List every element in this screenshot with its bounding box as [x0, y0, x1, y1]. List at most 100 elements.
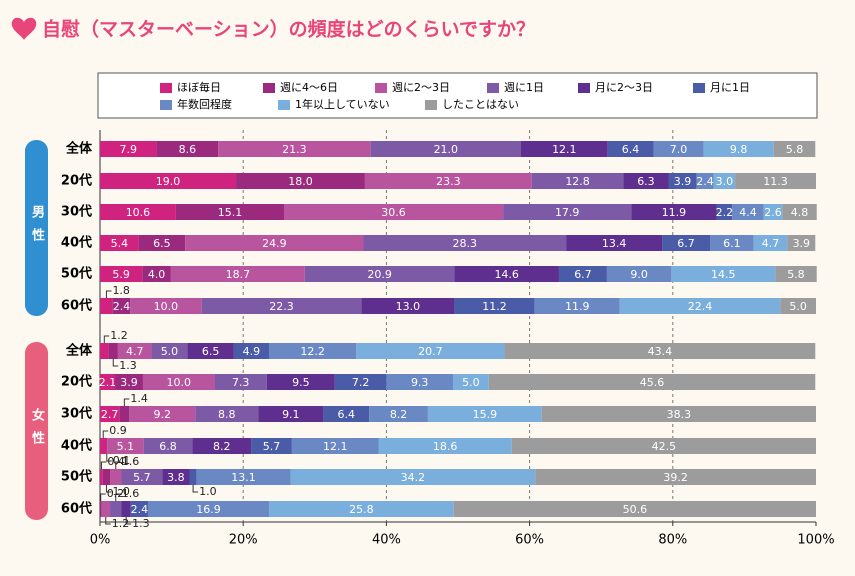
- data-label: 30.6: [381, 206, 406, 219]
- data-label: 6.4: [622, 143, 640, 156]
- leader-line: [192, 485, 199, 493]
- bar-segment: [356, 343, 505, 359]
- bar-segment: [773, 141, 816, 157]
- bar-segment: [503, 204, 632, 220]
- data-label: 24.9: [262, 237, 287, 250]
- data-label: 5.7: [263, 440, 281, 453]
- data-label: 5.0: [789, 300, 807, 313]
- data-label: 42.5: [652, 440, 677, 453]
- data-label: 14.5: [711, 268, 736, 281]
- data-label: 6.7: [574, 268, 592, 281]
- bar-segment: [119, 406, 130, 422]
- data-label: 4.7: [126, 345, 144, 358]
- bar-segment: [100, 235, 139, 251]
- data-label: 4.8: [791, 206, 809, 219]
- bar-segment: [100, 406, 120, 422]
- data-label: 8.6: [179, 143, 197, 156]
- data-label: 22.3: [269, 300, 294, 313]
- group-pill: [25, 140, 48, 316]
- bar-segment: [100, 298, 113, 314]
- leader-line: [115, 493, 121, 501]
- bar-segment: [138, 235, 186, 251]
- data-label: 9.0: [630, 268, 648, 281]
- bar-segment: [606, 266, 672, 282]
- data-label: 10.6: [126, 206, 151, 219]
- bar-segment: [130, 501, 148, 517]
- leader-line: [102, 430, 109, 438]
- bar-segment: [268, 501, 454, 517]
- bar-segment: [541, 406, 816, 422]
- leader-line: [105, 517, 111, 525]
- bar-segment: [100, 141, 157, 157]
- data-label: 1.2: [110, 329, 128, 342]
- bar-segment: [290, 469, 536, 485]
- data-label: 1.6: [122, 487, 140, 500]
- bar-segment: [534, 298, 620, 314]
- x-tick-label: 60%: [515, 533, 544, 548]
- data-label: 0.9: [109, 424, 127, 437]
- legend-swatch: [160, 100, 172, 110]
- y-tick-label: 20代: [61, 173, 92, 189]
- data-label: 10.0: [167, 376, 192, 389]
- x-tick-label: 20%: [229, 533, 258, 548]
- y-tick-label: 50代: [61, 469, 92, 485]
- y-tick-label: 30代: [61, 406, 92, 422]
- data-label: 13.0: [396, 300, 421, 313]
- bar-segment: [453, 501, 816, 517]
- data-label: 7.0: [670, 143, 688, 156]
- bar-segment: [106, 438, 108, 454]
- data-label: 2.2: [716, 206, 734, 219]
- y-tick-label: 20代: [61, 374, 92, 390]
- bar-segment: [369, 406, 428, 422]
- legend-label: 年数回程度: [177, 97, 232, 111]
- legend-swatch: [278, 100, 290, 110]
- y-tick-label: 全体: [65, 343, 93, 359]
- legend-swatch: [425, 100, 437, 110]
- bar-segment: [671, 266, 776, 282]
- bar-segment: [427, 406, 542, 422]
- data-label: 23.3: [436, 175, 461, 188]
- data-label: 20.7: [418, 345, 443, 358]
- bar-segment: [531, 173, 624, 189]
- bar-segment: [334, 374, 387, 390]
- data-label: 50.6: [623, 503, 648, 516]
- data-label: 10.0: [154, 300, 179, 313]
- data-label: 43.4: [648, 345, 673, 358]
- bar-segment: [142, 266, 171, 282]
- data-label: 34.2: [401, 471, 426, 484]
- bar-segment: [668, 173, 697, 189]
- data-label: 21.0: [434, 143, 459, 156]
- bar-segment: [607, 141, 654, 157]
- bar-segment: [100, 501, 102, 517]
- data-label: 45.6: [640, 376, 665, 389]
- bar-segment: [121, 501, 131, 517]
- bar-segment: [100, 343, 109, 359]
- bar-segment: [511, 438, 816, 454]
- data-label: 5.1: [117, 440, 135, 453]
- bar-segment: [304, 266, 455, 282]
- data-label: 12.8: [565, 175, 590, 188]
- bar-segment: [147, 501, 269, 517]
- bar-segment: [233, 343, 269, 359]
- bar-segment: [129, 406, 196, 422]
- data-label: 6.8: [159, 440, 177, 453]
- data-label: 3.9: [120, 376, 138, 389]
- bar-segment: [378, 438, 512, 454]
- bar-segment: [170, 266, 305, 282]
- data-label: 5.0: [462, 376, 480, 389]
- bar-segment: [566, 235, 663, 251]
- group-pill: [25, 342, 48, 520]
- bar-segment: [110, 469, 122, 485]
- bar-segment: [189, 469, 197, 485]
- group-label: 女性: [29, 407, 45, 454]
- data-label: 12.1: [323, 440, 348, 453]
- data-label: 1.6: [122, 455, 140, 468]
- data-label: 12.2: [300, 345, 325, 358]
- bar-segment: [156, 141, 219, 157]
- data-label: 6.5: [153, 237, 171, 250]
- data-label: 5.9: [112, 268, 130, 281]
- x-tick-label: 80%: [658, 533, 687, 548]
- leader-line: [103, 335, 110, 343]
- data-label: 7.2: [352, 376, 370, 389]
- data-label: 18.6: [433, 440, 458, 453]
